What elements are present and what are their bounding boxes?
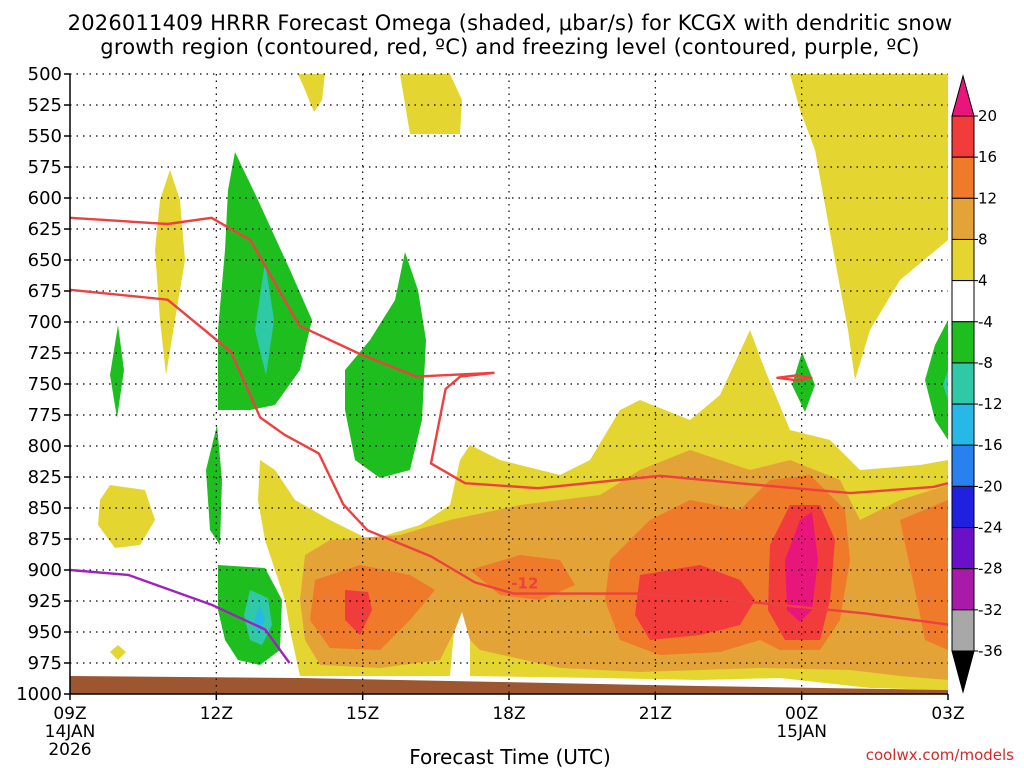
x-tick-label: 03Z — [931, 704, 964, 724]
y-tick-label: 625 — [28, 219, 62, 240]
x-tick-label: 12Z — [200, 704, 233, 724]
contours-layer: -12 — [70, 216, 948, 664]
y-tick-label: 975 — [28, 653, 62, 674]
y-tick-label: 950 — [28, 622, 62, 643]
colorbar-segment — [951, 609, 975, 652]
contour-line — [70, 568, 291, 664]
x-tick-label: 21Z — [639, 704, 672, 724]
contour-line — [70, 288, 948, 626]
y-tick-label: 675 — [28, 281, 62, 302]
x-tick-sublabel2: 2026 — [48, 740, 91, 760]
x-tick-label: 15Z — [346, 704, 379, 724]
x-axis-label: Forecast Time (UTC) — [409, 745, 611, 768]
omega-region-magenta — [785, 512, 818, 622]
y-tick-label: 875 — [28, 529, 62, 550]
colorbar-segment — [951, 403, 975, 446]
colorbar-segment — [951, 238, 975, 282]
omega-region-green4 — [206, 425, 222, 545]
contour-line — [776, 374, 813, 382]
contour-label: -12 — [511, 574, 538, 592]
colorbar-label: 12 — [978, 189, 997, 207]
colorbar-label: -20 — [978, 477, 1003, 495]
colorbar-segment — [951, 156, 975, 199]
colorbar-label: -36 — [978, 642, 1003, 660]
y-tick-label: 575 — [28, 157, 62, 178]
y-tick-label: 800 — [28, 436, 62, 457]
colorbar-label: 4 — [978, 272, 988, 290]
chart-title-line2: growth region (contoured, red, ºC) and f… — [100, 35, 919, 59]
colorbar-label: -16 — [978, 436, 1003, 454]
omega-region-green7 — [925, 320, 948, 440]
y-tick-label: 525 — [28, 95, 62, 116]
colorbar-label: 20 — [978, 107, 997, 125]
omega-region-yellow-left1 — [155, 170, 185, 375]
y-tick-label: 650 — [28, 250, 62, 271]
y-tick-label: 825 — [28, 467, 62, 488]
omega-region-green6 — [792, 352, 815, 412]
omega-region-yellow-dot — [110, 645, 126, 660]
x-tick-sublabel: 15JAN — [776, 722, 827, 742]
y-tick-label: 900 — [28, 560, 62, 581]
colorbar-segment — [951, 115, 975, 158]
colorbar-segment — [951, 280, 975, 323]
colorbar-label: -4 — [978, 313, 993, 331]
y-tick-label: 500 — [28, 64, 62, 85]
colorbar-label: -12 — [978, 395, 1003, 413]
y-tick-label: 775 — [28, 405, 62, 426]
colorbar: 20 16 12 8 4 -4 -8 -12 -16 -20 -24 -28 -32 -36 — [951, 74, 1003, 694]
omega-region-teal1 — [255, 262, 274, 375]
chart-title-line1: 2026011409 HRRR Forecast Omega (shaded, … — [68, 11, 953, 35]
omega-region-red — [345, 505, 835, 640]
colorbar-label: -8 — [978, 354, 993, 372]
colorbar-segment — [951, 321, 975, 364]
colorbar-label: 8 — [978, 230, 988, 248]
colorbar-segment — [951, 568, 975, 611]
contour-line — [70, 216, 495, 378]
y-tick-label: 600 — [28, 188, 62, 209]
colorbar-segment — [951, 485, 975, 529]
colorbar-label: -28 — [978, 560, 1003, 578]
colorbar-top-arrow — [951, 74, 975, 117]
colorbar-segment — [951, 197, 975, 240]
contour-line — [429, 371, 948, 495]
colorbar-segment — [951, 444, 975, 487]
colorbar-label: 16 — [978, 148, 997, 166]
omega-region-yellow-top1 — [298, 74, 325, 112]
colorbar-segment — [951, 527, 975, 570]
colorbar-segment — [951, 362, 975, 405]
credit-label: coolwx.com/models — [866, 746, 1014, 764]
y-tick-label: 850 — [28, 498, 62, 519]
y-tick-label: 700 — [28, 312, 62, 333]
y-tick-label: 725 — [28, 343, 62, 364]
y-tick-label: 1000 — [16, 684, 62, 705]
omega-region-teal3 — [943, 370, 948, 400]
colorbar-bottom-arrow — [951, 650, 975, 694]
colorbar-label: -24 — [978, 519, 1003, 537]
omega-region-yellow-left2 — [98, 485, 155, 548]
omega-region-yellow-top2 — [400, 74, 462, 134]
y-tick-label: 925 — [28, 591, 62, 612]
omega-region-green3 — [110, 325, 124, 418]
y-tick-label: 750 — [28, 374, 62, 395]
x-tick-label: 18Z — [492, 704, 525, 724]
x-tick-label: 00Z — [785, 704, 818, 724]
omega-region-yellow-upperright — [790, 74, 948, 380]
y-axis-ticks: 500 525 550 575 600 625 650 675 700 725 750 775 800 8… — [16, 64, 70, 705]
x-tick-label: 09Z — [53, 704, 86, 724]
x-tick-sublabel: 14JAN — [45, 722, 96, 742]
colorbar-label: -32 — [978, 601, 1003, 619]
omega-region-cyan — [254, 605, 265, 635]
y-tick-label: 550 — [28, 126, 62, 147]
